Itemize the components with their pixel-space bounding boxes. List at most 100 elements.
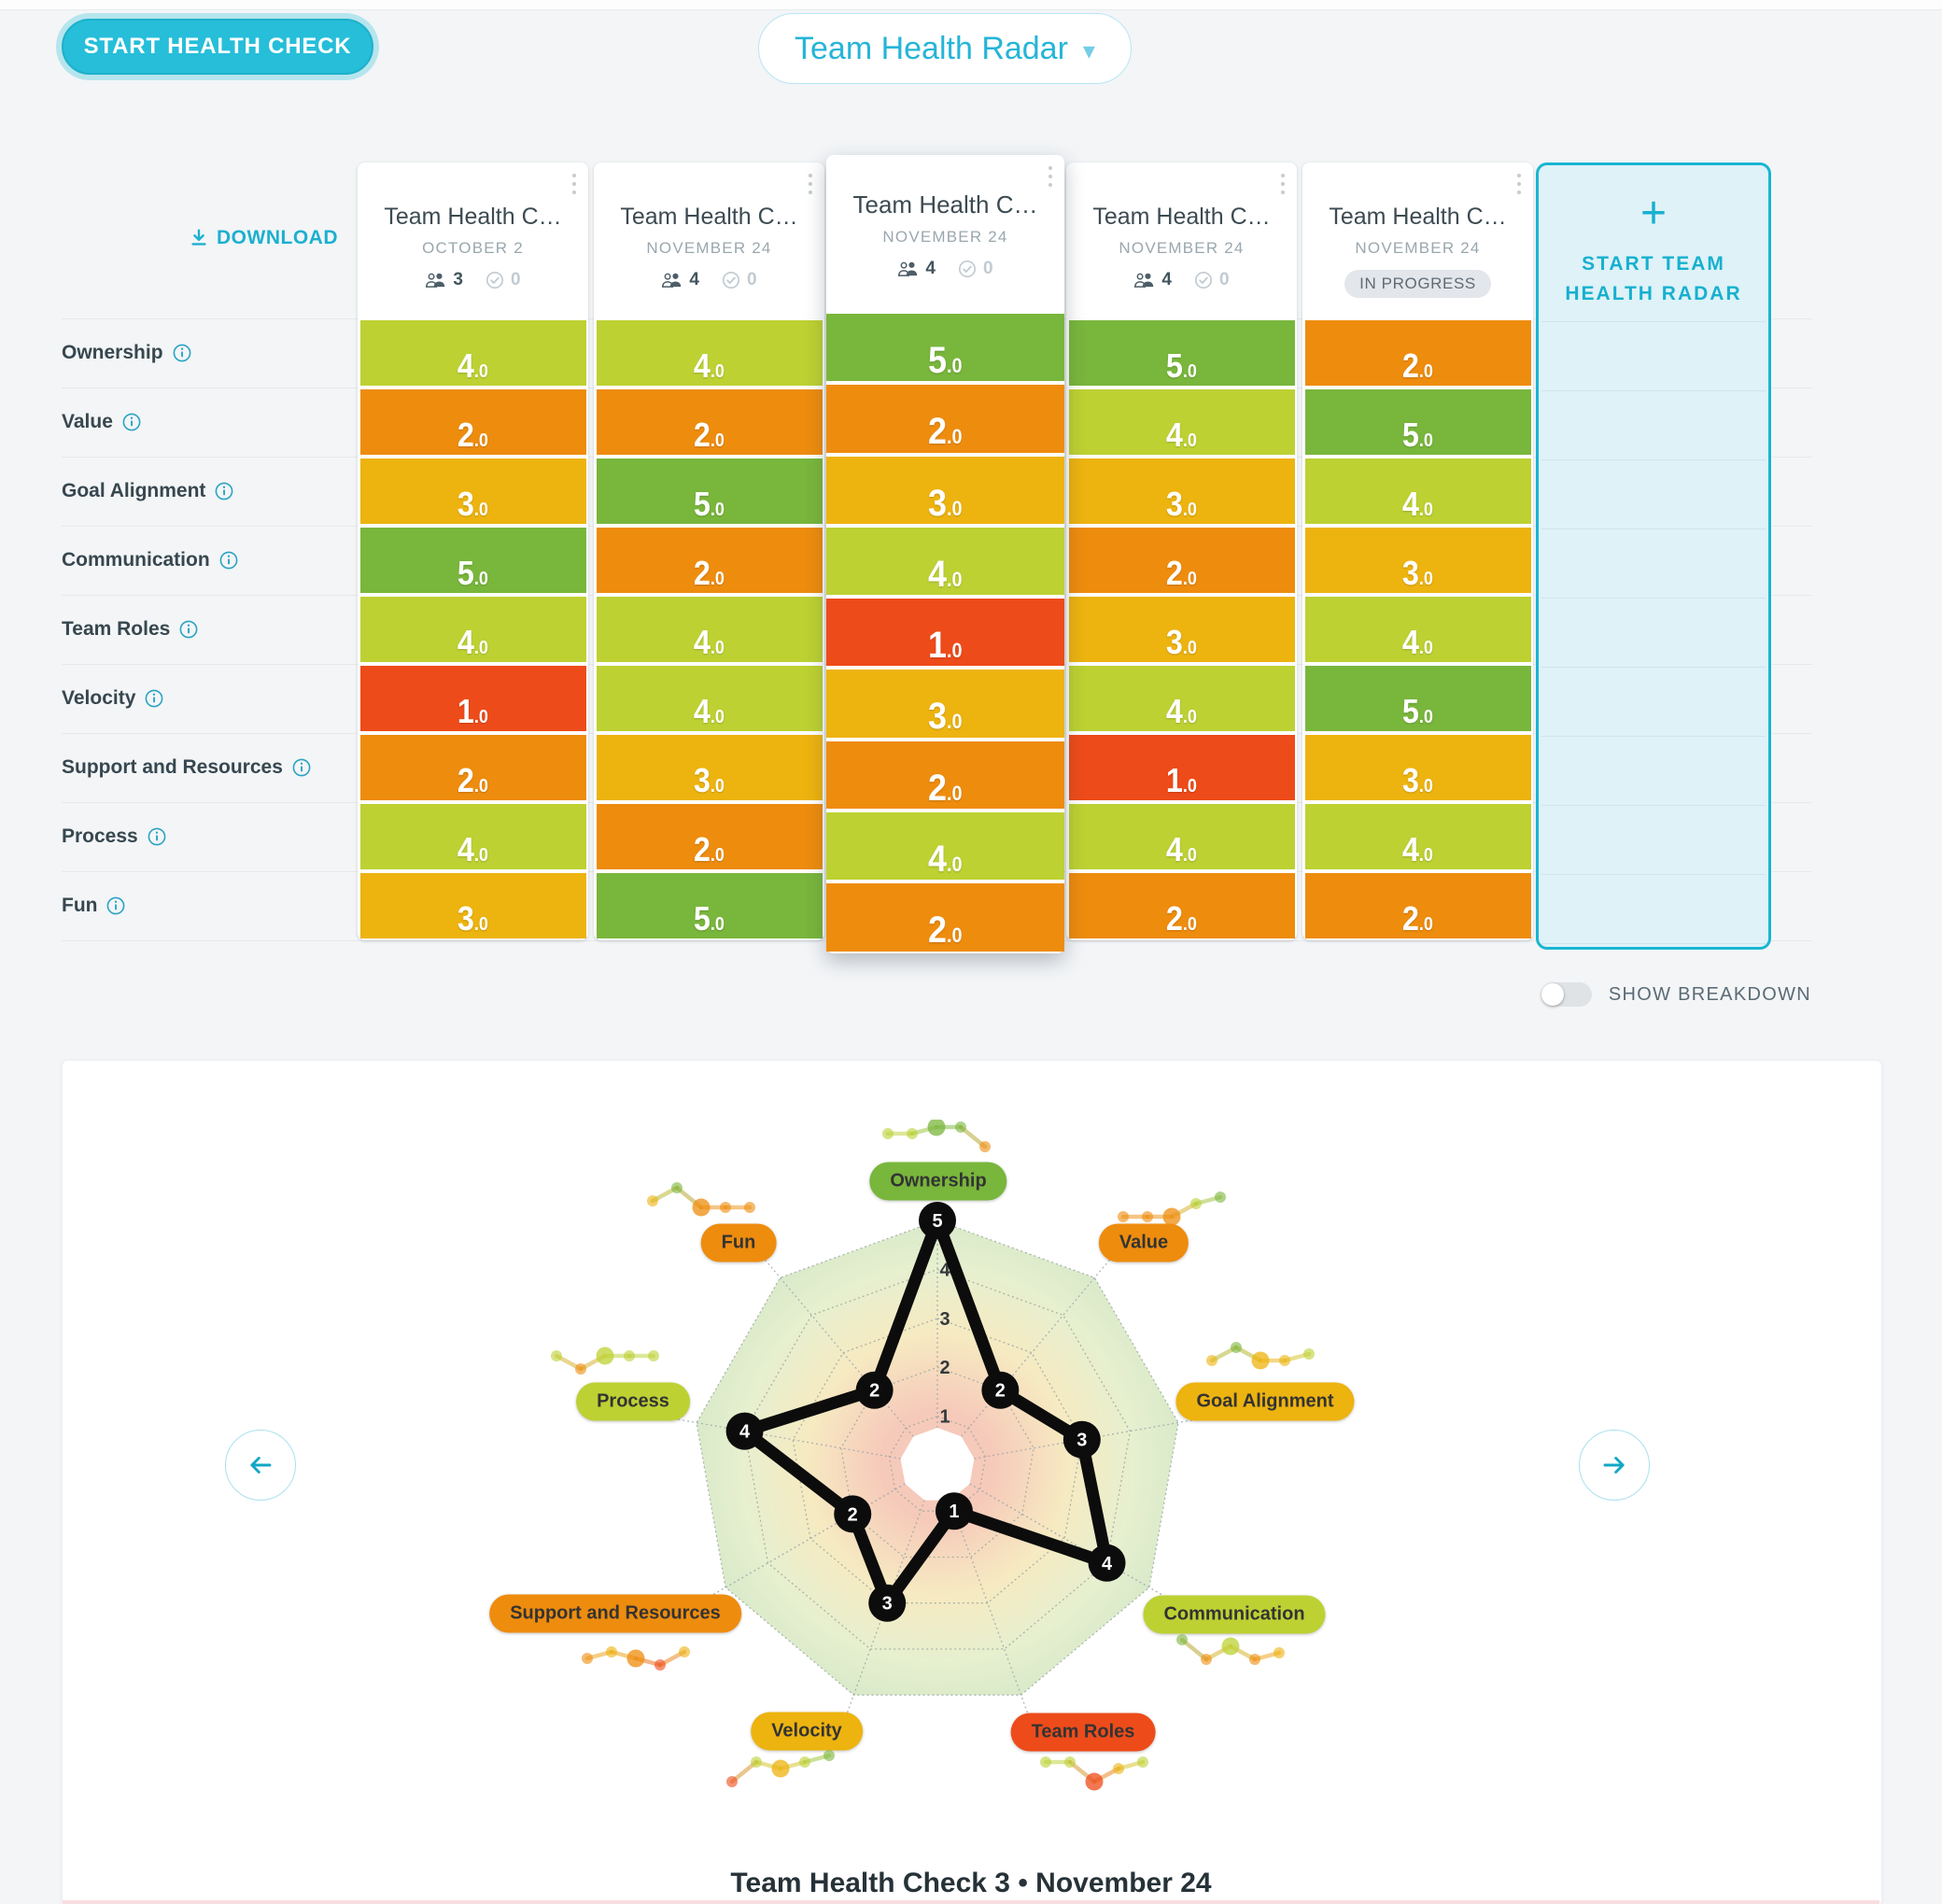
check-column-card-5[interactable]: Team Health C… NOVEMBER 24 IN PROGRESS 2… bbox=[1302, 162, 1533, 940]
trend-sparkline-team-roles bbox=[1040, 1756, 1148, 1791]
more-menu-icon[interactable] bbox=[808, 172, 813, 196]
participants-count: 4 bbox=[689, 270, 699, 289]
radar-label-velocity: Velocity bbox=[751, 1712, 863, 1751]
top-strip bbox=[0, 0, 1942, 10]
check-column-card-1[interactable]: Team Health C… OCTOBER 2 3 0 4.0 2.0 3.0… bbox=[358, 162, 588, 940]
trend-sparkline-communication bbox=[1176, 1634, 1285, 1665]
score-cell[interactable]: 5.0 bbox=[1302, 388, 1533, 457]
score-cell[interactable]: 3.0 bbox=[1302, 526, 1533, 595]
score-cell[interactable]: 3.0 bbox=[826, 455, 1064, 526]
download-link[interactable]: DOWNLOAD bbox=[189, 227, 338, 249]
show-breakdown-control: SHOW BREAKDOWN bbox=[1541, 982, 1811, 1007]
score-cell[interactable]: 1.0 bbox=[826, 597, 1064, 668]
score-cell[interactable]: 5.0 bbox=[826, 312, 1064, 383]
score-cell[interactable]: 5.0 bbox=[594, 457, 824, 526]
toggle-knob bbox=[1541, 983, 1564, 1006]
score-cell[interactable]: 5.0 bbox=[358, 526, 588, 595]
score-cell[interactable]: 2.0 bbox=[1066, 871, 1297, 940]
completed-count: 0 bbox=[983, 259, 993, 278]
completed-count: 0 bbox=[1219, 270, 1230, 289]
score-cell[interactable]: 2.0 bbox=[1302, 871, 1533, 940]
bottom-divider bbox=[63, 1900, 1879, 1904]
participants-icon bbox=[1134, 273, 1154, 288]
score-cell[interactable]: 2.0 bbox=[826, 881, 1064, 952]
score-cell[interactable]: 2.0 bbox=[826, 383, 1064, 454]
arrow-right-icon bbox=[1603, 1457, 1625, 1474]
score-cell[interactable]: 5.0 bbox=[594, 871, 824, 940]
score-cell[interactable]: 1.0 bbox=[1066, 733, 1297, 802]
info-icon[interactable] bbox=[106, 896, 125, 915]
more-menu-icon[interactable] bbox=[571, 172, 577, 196]
previous-check-button[interactable] bbox=[225, 1430, 296, 1501]
score-cell[interactable]: 4.0 bbox=[1302, 457, 1533, 526]
show-breakdown-toggle[interactable] bbox=[1541, 982, 1592, 1007]
board-title-dropdown[interactable]: Team Health Radar ▾ bbox=[758, 13, 1132, 84]
check-column-card-3[interactable]: Team Health C… NOVEMBER 24 4 0 5.0 2.0 3… bbox=[826, 155, 1064, 953]
page-title: Team Health Radar bbox=[795, 30, 1068, 66]
info-icon[interactable] bbox=[173, 344, 191, 362]
score-cell[interactable]: 4.0 bbox=[1066, 802, 1297, 871]
score-cell[interactable]: 4.0 bbox=[1066, 664, 1297, 733]
score-cell[interactable]: 4.0 bbox=[358, 595, 588, 664]
score-cell[interactable]: 2.0 bbox=[594, 802, 824, 871]
score-cell[interactable]: 1.0 bbox=[358, 664, 588, 733]
score-cell[interactable]: 2.0 bbox=[594, 388, 824, 457]
radar-label-communication: Communication bbox=[1143, 1595, 1326, 1634]
more-menu-icon[interactable] bbox=[1280, 172, 1286, 196]
info-icon[interactable] bbox=[179, 620, 198, 639]
check-date: NOVEMBER 24 bbox=[1119, 239, 1245, 257]
score-cell[interactable]: 4.0 bbox=[358, 318, 588, 388]
info-icon[interactable] bbox=[122, 413, 141, 431]
score-cell[interactable]: 3.0 bbox=[358, 871, 588, 940]
info-icon[interactable] bbox=[292, 758, 311, 777]
completed-count: 0 bbox=[511, 270, 521, 289]
completed-count: 0 bbox=[747, 270, 757, 289]
score-cell[interactable]: 4.0 bbox=[594, 664, 824, 733]
score-cell[interactable]: 2.0 bbox=[594, 526, 824, 595]
row-label-fun: Fun bbox=[62, 871, 351, 940]
score-cell[interactable]: 2.0 bbox=[358, 388, 588, 457]
check-title: Team Health C… bbox=[852, 190, 1038, 219]
score-cell[interactable]: 4.0 bbox=[1302, 595, 1533, 664]
participants-count: 4 bbox=[925, 259, 936, 278]
score-cell[interactable]: 4.0 bbox=[1066, 388, 1297, 457]
info-icon[interactable] bbox=[215, 482, 233, 501]
chart-caption: Team Health Check 3 • November 24 bbox=[730, 1868, 1212, 1898]
radar-label-goal-alignment: Goal Alignment bbox=[1175, 1382, 1355, 1421]
next-check-button[interactable] bbox=[1579, 1430, 1650, 1501]
score-cell[interactable]: 4.0 bbox=[1302, 802, 1533, 871]
participants-count: 4 bbox=[1161, 270, 1172, 289]
score-cell[interactable]: 3.0 bbox=[1302, 733, 1533, 802]
score-cell[interactable]: 4.0 bbox=[826, 811, 1064, 881]
check-title: Team Health C… bbox=[1092, 204, 1271, 230]
info-icon[interactable] bbox=[145, 689, 163, 708]
info-icon[interactable] bbox=[148, 827, 166, 846]
score-cell[interactable]: 4.0 bbox=[826, 526, 1064, 597]
score-cell[interactable]: 5.0 bbox=[1066, 318, 1297, 388]
score-cell[interactable]: 2.0 bbox=[1066, 526, 1297, 595]
row-label-goal-alignment: Goal Alignment bbox=[62, 457, 351, 526]
score-cell[interactable]: 5.0 bbox=[1302, 664, 1533, 733]
score-cell[interactable]: 3.0 bbox=[358, 457, 588, 526]
start-team-health-radar-panel[interactable]: + START TEAM HEALTH RADAR bbox=[1536, 162, 1771, 950]
check-column-card-2[interactable]: Team Health C… NOVEMBER 24 4 0 4.0 2.0 5… bbox=[594, 162, 824, 940]
score-cell[interactable]: 2.0 bbox=[826, 740, 1064, 811]
score-cell[interactable]: 3.0 bbox=[1066, 457, 1297, 526]
more-menu-icon[interactable] bbox=[1048, 164, 1053, 189]
start-health-check-button[interactable]: START HEALTH CHECK bbox=[62, 19, 373, 75]
score-cell[interactable]: 3.0 bbox=[1066, 595, 1297, 664]
start-panel-label: START TEAM HEALTH RADAR bbox=[1565, 253, 1742, 304]
score-cell[interactable]: 3.0 bbox=[594, 733, 824, 802]
radar-label-fun: Fun bbox=[700, 1223, 777, 1262]
score-cell[interactable]: 4.0 bbox=[358, 802, 588, 871]
score-cell[interactable]: 2.0 bbox=[1302, 318, 1533, 388]
row-label-communication: Communication bbox=[62, 526, 351, 595]
score-cell[interactable]: 4.0 bbox=[594, 318, 824, 388]
score-cell[interactable]: 3.0 bbox=[826, 668, 1064, 739]
more-menu-icon[interactable] bbox=[1516, 172, 1522, 196]
score-cell[interactable]: 2.0 bbox=[358, 733, 588, 802]
score-cell[interactable]: 4.0 bbox=[594, 595, 824, 664]
check-column-card-4[interactable]: Team Health C… NOVEMBER 24 4 0 5.0 4.0 3… bbox=[1066, 162, 1297, 940]
info-icon[interactable] bbox=[219, 551, 238, 570]
participants-icon bbox=[426, 273, 445, 288]
